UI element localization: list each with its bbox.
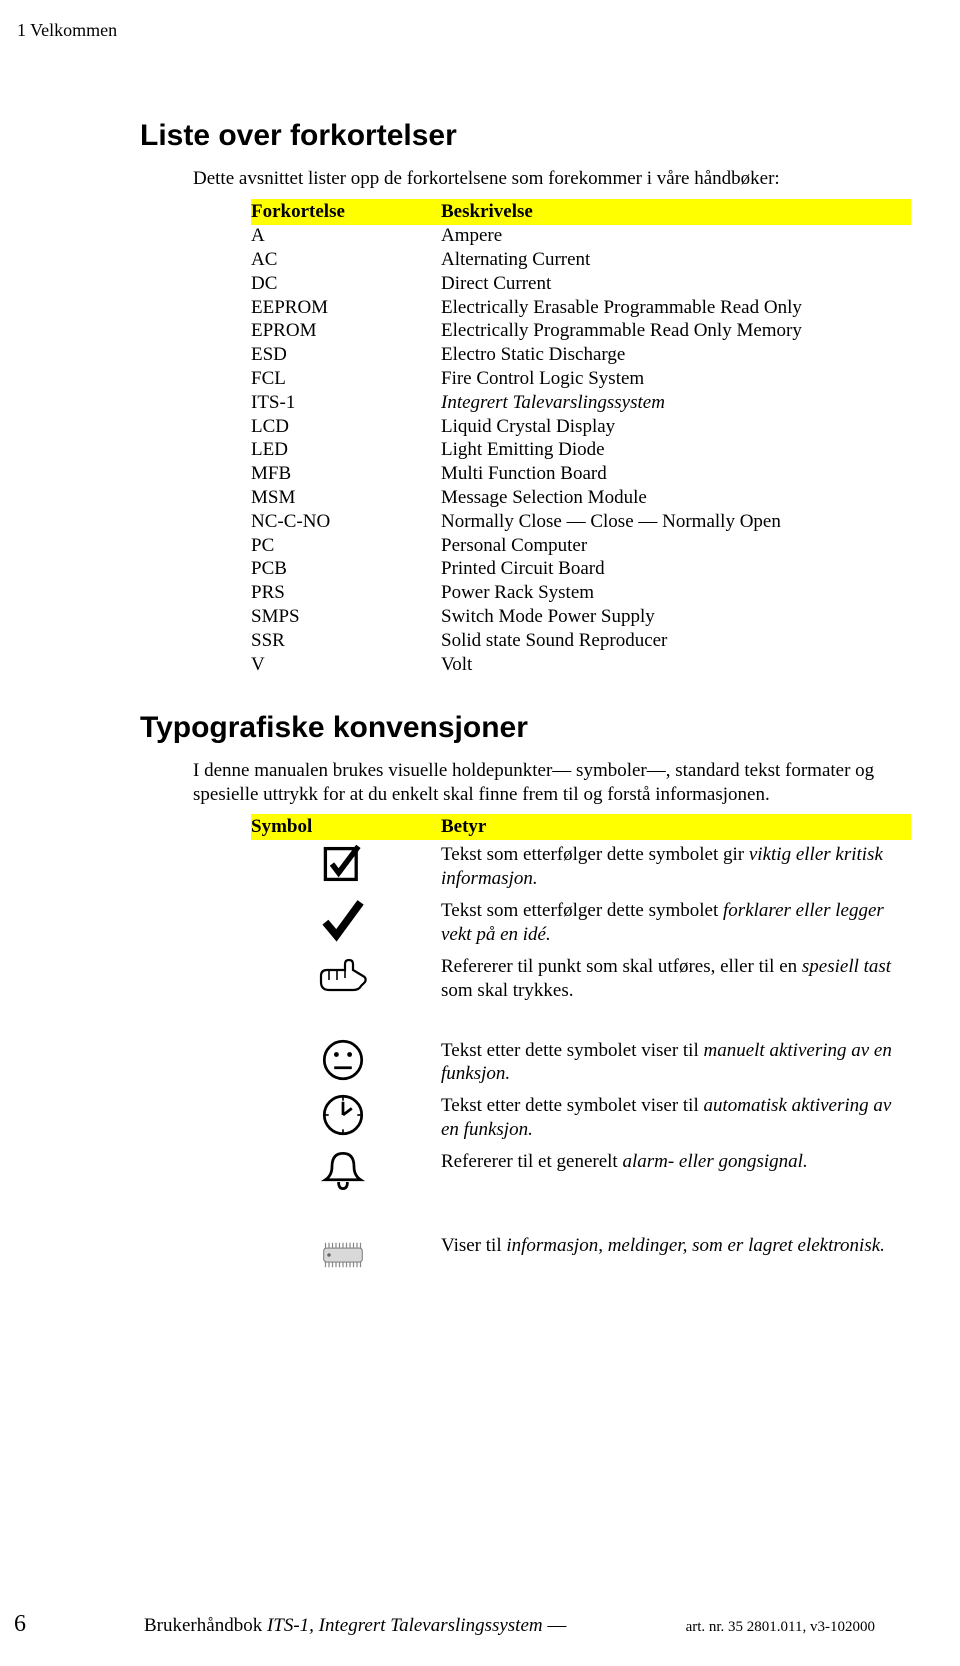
abbr-cell: V: [251, 653, 441, 677]
footer-title-pre: Brukerhåndbok: [144, 1615, 267, 1636]
abbr-cell: ESD: [251, 344, 441, 368]
table-row: Tekst som etterfølger dette symbolet for…: [251, 896, 911, 952]
section-abbr-intro: Dette avsnittet lister opp de forkortels…: [193, 167, 875, 191]
abbr-cell: PRS: [251, 582, 441, 606]
footer-title-post: —: [543, 1615, 567, 1636]
table-row: PCBPrinted Circuit Board: [251, 558, 911, 582]
abbr-table: Forkortelse Beskrivelse AAmpereACAlterna…: [251, 199, 911, 677]
footer-art: art. nr. 35 2801.011, v3-102000: [686, 1619, 875, 1636]
table-row: ACAlternating Current: [251, 249, 911, 273]
symbol-desc: Refererer til et generelt alarm- eller g…: [441, 1147, 911, 1203]
abbr-cell: LED: [251, 439, 441, 463]
chip-icon: [251, 1231, 441, 1287]
symbol-desc: Viser til informasjon, meldinger, som er…: [441, 1231, 911, 1287]
desc-cell: Ampere: [441, 225, 911, 249]
desc-cell: Multi Function Board: [441, 463, 911, 487]
abbr-cell: NC-C-NO: [251, 510, 441, 534]
table-row: PRSPower Rack System: [251, 582, 911, 606]
table-row: MFBMulti Function Board: [251, 463, 911, 487]
desc-cell: Message Selection Module: [441, 487, 911, 511]
desc-cell: Electrically Programmable Read Only Memo…: [441, 320, 911, 344]
check-icon: [251, 896, 441, 952]
desc-cell: Power Rack System: [441, 582, 911, 606]
abbr-cell: EEPROM: [251, 296, 441, 320]
desc-cell: Volt: [441, 653, 911, 677]
symbol-desc: Tekst etter dette symbolet viser til man…: [441, 1036, 911, 1092]
table-row: NC-C-NONormally Close — Close — Normally…: [251, 510, 911, 534]
desc-cell: Fire Control Logic System: [441, 368, 911, 392]
desc-cell: Direct Current: [441, 272, 911, 296]
hand-icon: [251, 952, 441, 1008]
table-row: PCPersonal Computer: [251, 534, 911, 558]
desc-cell: Electro Static Discharge: [441, 344, 911, 368]
footer-title: Brukerhåndbok ITS-1, Integrert Talevarsl…: [144, 1615, 678, 1637]
desc-cell: Printed Circuit Board: [441, 558, 911, 582]
desc-cell: Integrert Talevarslingssystem: [441, 391, 911, 415]
table-row: MSMMessage Selection Module: [251, 487, 911, 511]
abbr-cell: EPROM: [251, 320, 441, 344]
table-row: FCLFire Control Logic System: [251, 368, 911, 392]
desc-cell: Light Emitting Diode: [441, 439, 911, 463]
table-row: [251, 1203, 911, 1231]
table-row: ESDElectro Static Discharge: [251, 344, 911, 368]
abbr-col1-header: Forkortelse: [251, 199, 441, 225]
sym-col2-header: Betyr: [441, 814, 911, 840]
bell-icon: [251, 1147, 441, 1203]
table-row: Refererer til et generelt alarm- eller g…: [251, 1147, 911, 1203]
desc-cell: Solid state Sound Reproducer: [441, 629, 911, 653]
table-row: Viser til informasjon, meldinger, som er…: [251, 1231, 911, 1287]
table-row: SMPSSwitch Mode Power Supply: [251, 606, 911, 630]
abbr-cell: A: [251, 225, 441, 249]
desc-cell: Liquid Crystal Display: [441, 415, 911, 439]
page-header: 1 Velkommen: [17, 20, 875, 41]
abbr-cell: PC: [251, 534, 441, 558]
symbol-desc: Tekst etter dette symbolet viser til aut…: [441, 1091, 911, 1147]
symbol-desc: Tekst som etterfølger dette symbolet gir…: [441, 840, 911, 896]
desc-cell: Switch Mode Power Supply: [441, 606, 911, 630]
abbr-cell: FCL: [251, 368, 441, 392]
table-row: AAmpere: [251, 225, 911, 249]
desc-cell: Alternating Current: [441, 249, 911, 273]
table-row: LEDLight Emitting Diode: [251, 439, 911, 463]
table-row: EPROMElectrically Programmable Read Only…: [251, 320, 911, 344]
table-row: DCDirect Current: [251, 272, 911, 296]
clock-icon: [251, 1091, 441, 1147]
section-abbr-title: Liste over forkortelser: [140, 119, 875, 153]
abbr-cell: PCB: [251, 558, 441, 582]
abbr-cell: DC: [251, 272, 441, 296]
abbr-cell: LCD: [251, 415, 441, 439]
symbol-desc: Refererer til punkt som skal utføres, el…: [441, 952, 911, 1008]
desc-cell: Personal Computer: [441, 534, 911, 558]
abbr-cell: SSR: [251, 629, 441, 653]
symbol-table: Symbol Betyr Tekst som etterfølger dette…: [251, 814, 911, 1286]
section-typo-intro: I denne manualen brukes visuelle holdepu…: [193, 759, 875, 807]
abbr-cell: SMPS: [251, 606, 441, 630]
checkbox-icon: [251, 840, 441, 896]
footer-title-em: ITS-1, Integrert Talevarslingssystem: [267, 1615, 543, 1636]
table-row: Refererer til punkt som skal utføres, el…: [251, 952, 911, 1008]
desc-cell: Normally Close — Close — Normally Open: [441, 510, 911, 534]
table-row: SSRSolid state Sound Reproducer: [251, 629, 911, 653]
table-row: [251, 1008, 911, 1036]
table-row: Tekst som etterfølger dette symbolet gir…: [251, 840, 911, 896]
page-number: 6: [14, 1611, 26, 1638]
table-row: ITS-1Integrert Talevarslingssystem: [251, 391, 911, 415]
face-icon: [251, 1036, 441, 1092]
abbr-cell: MSM: [251, 487, 441, 511]
abbr-col2-header: Beskrivelse: [441, 199, 911, 225]
table-row: Tekst etter dette symbolet viser til aut…: [251, 1091, 911, 1147]
table-row: Tekst etter dette symbolet viser til man…: [251, 1036, 911, 1092]
table-row: EEPROMElectrically Erasable Programmable…: [251, 296, 911, 320]
page-footer: 6 Brukerhåndbok ITS-1, Integrert Talevar…: [14, 1611, 875, 1638]
sym-col1-header: Symbol: [251, 814, 441, 840]
table-row: LCDLiquid Crystal Display: [251, 415, 911, 439]
abbr-cell: ITS-1: [251, 391, 441, 415]
symbol-desc: Tekst som etterfølger dette symbolet for…: [441, 896, 911, 952]
abbr-cell: AC: [251, 249, 441, 273]
table-row: VVolt: [251, 653, 911, 677]
section-typo-title: Typografiske konvensjoner: [140, 711, 875, 745]
abbr-cell: MFB: [251, 463, 441, 487]
desc-cell: Electrically Erasable Programmable Read …: [441, 296, 911, 320]
